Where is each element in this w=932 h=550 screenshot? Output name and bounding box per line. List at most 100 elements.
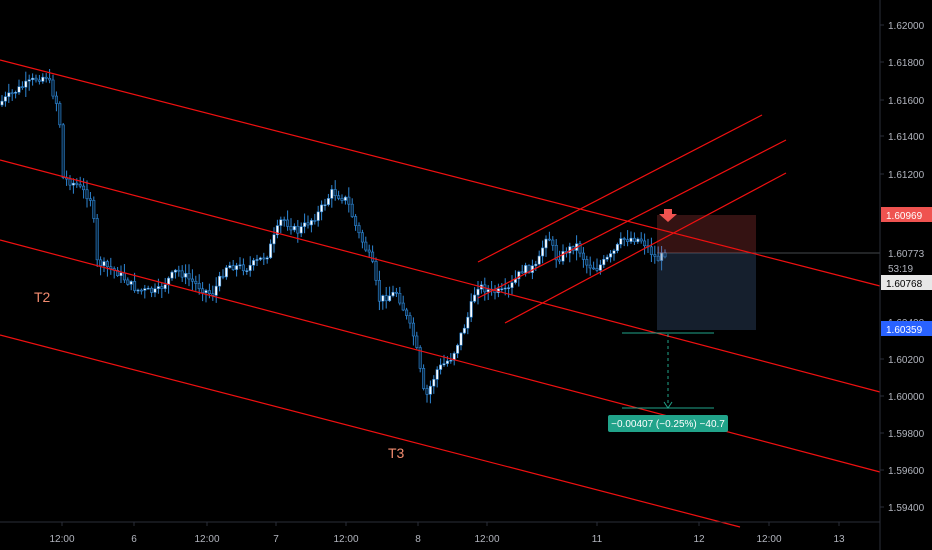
candle-body bbox=[78, 184, 82, 187]
candle-body bbox=[333, 189, 337, 197]
candle-body bbox=[58, 103, 62, 126]
trend-channel-line[interactable] bbox=[0, 239, 881, 473]
candle-body bbox=[3, 96, 7, 102]
measure-label-box bbox=[608, 415, 728, 432]
candle-body bbox=[296, 225, 300, 234]
time-axis-label: 12:00 bbox=[333, 534, 358, 545]
candle-body bbox=[160, 286, 164, 289]
candle-body bbox=[51, 79, 55, 97]
trend-channel-line[interactable] bbox=[0, 159, 881, 393]
take-profit-zone[interactable] bbox=[657, 253, 756, 330]
time-axis-label: 6 bbox=[131, 534, 137, 545]
candle-body bbox=[398, 293, 402, 304]
candle-body bbox=[37, 79, 41, 82]
candle-body bbox=[360, 232, 364, 243]
candle-body bbox=[17, 86, 21, 93]
trend-channel-line[interactable] bbox=[477, 139, 787, 299]
channel-lines[interactable] bbox=[0, 59, 881, 528]
candle-body bbox=[71, 182, 75, 186]
candle-body bbox=[187, 273, 191, 280]
stop-loss-zone[interactable] bbox=[657, 215, 756, 253]
candle-body bbox=[388, 295, 392, 302]
time-axis-label: 7 bbox=[273, 534, 279, 545]
candle-body bbox=[201, 288, 205, 293]
candlestick-series bbox=[0, 69, 880, 404]
trend-channel-line[interactable] bbox=[504, 172, 787, 324]
candle-body bbox=[581, 252, 585, 260]
candle-body bbox=[88, 198, 92, 201]
candle-body bbox=[558, 259, 562, 262]
candle-body bbox=[7, 92, 11, 97]
candle-body bbox=[139, 289, 143, 292]
candle-body bbox=[653, 254, 657, 257]
candle-body bbox=[190, 278, 194, 282]
time-axis-label: 12:00 bbox=[756, 534, 781, 545]
candle-body bbox=[408, 315, 412, 324]
price-tag-label: 1.60768 bbox=[886, 279, 923, 290]
wave-label-t3: T3 bbox=[388, 445, 405, 461]
candle-body bbox=[330, 189, 334, 199]
candle-body bbox=[391, 291, 395, 297]
candle-body bbox=[415, 335, 419, 348]
candle-body bbox=[31, 77, 35, 80]
candle-body bbox=[252, 260, 256, 266]
candle-body bbox=[445, 360, 449, 364]
candle-body bbox=[116, 270, 120, 277]
candle-body bbox=[602, 258, 606, 266]
candle-body bbox=[289, 226, 293, 231]
candle-body bbox=[109, 266, 113, 269]
candle-body bbox=[405, 309, 409, 316]
price-axis-label: 1.59600 bbox=[888, 466, 925, 477]
time-axis[interactable]: 12:00 6 12:00 7 12:00 8 12:00 11 12 12:00 13 bbox=[49, 522, 845, 545]
candle-body bbox=[306, 222, 310, 226]
candle-body bbox=[541, 247, 545, 257]
time-axis-label: 12 bbox=[693, 534, 705, 545]
candle-body bbox=[629, 237, 633, 242]
price-tag-blue: 1.60359 bbox=[881, 321, 932, 336]
candle-body bbox=[245, 270, 249, 272]
trend-channel-line[interactable] bbox=[0, 59, 881, 287]
trend-channel-line[interactable] bbox=[0, 334, 741, 528]
candle-body bbox=[143, 288, 147, 291]
candle-body bbox=[292, 225, 296, 231]
trend-channel-line[interactable] bbox=[477, 114, 763, 263]
candle-body bbox=[462, 327, 466, 334]
candle-body bbox=[649, 246, 653, 255]
candle-body bbox=[632, 237, 636, 243]
candle-body bbox=[476, 288, 480, 296]
price-axis-label: 1.62000 bbox=[888, 21, 925, 32]
price-axis-label: 1.61600 bbox=[888, 96, 925, 107]
candle-body bbox=[381, 295, 385, 302]
candle-body bbox=[609, 253, 613, 258]
price-axis[interactable]: 1.62000 1.61800 1.61600 1.61400 1.61200 1.609… bbox=[880, 21, 932, 514]
candle-body bbox=[343, 196, 347, 201]
candle-body bbox=[309, 220, 313, 226]
candle-body bbox=[466, 316, 470, 329]
candle-body bbox=[639, 238, 643, 242]
candle-body bbox=[374, 260, 378, 281]
candle-body bbox=[588, 264, 592, 269]
price-tag-red: 1.60969 bbox=[881, 207, 932, 222]
candle-body bbox=[262, 257, 266, 260]
candle-body bbox=[371, 251, 375, 262]
time-axis-label: 13 bbox=[833, 534, 845, 545]
candle-body bbox=[41, 76, 45, 82]
candle-body bbox=[595, 268, 599, 271]
candle-body bbox=[442, 363, 446, 366]
price-axis-label: 1.61200 bbox=[888, 170, 925, 181]
candle-body bbox=[534, 263, 538, 267]
candle-body bbox=[456, 344, 460, 354]
measure-tool[interactable]: −0.00407 (−0.25%) −40.7 bbox=[608, 332, 728, 432]
candle-body bbox=[24, 80, 28, 88]
candle-body bbox=[544, 238, 548, 249]
candle-body bbox=[255, 259, 259, 261]
candle-body bbox=[54, 95, 58, 104]
candle-body bbox=[500, 288, 504, 291]
candle-body bbox=[503, 287, 507, 290]
candle-body bbox=[14, 92, 18, 94]
candle-body bbox=[184, 273, 188, 278]
candle-body bbox=[585, 259, 589, 266]
candle-body bbox=[102, 261, 106, 266]
price-axis-label: 1.61400 bbox=[888, 132, 925, 143]
